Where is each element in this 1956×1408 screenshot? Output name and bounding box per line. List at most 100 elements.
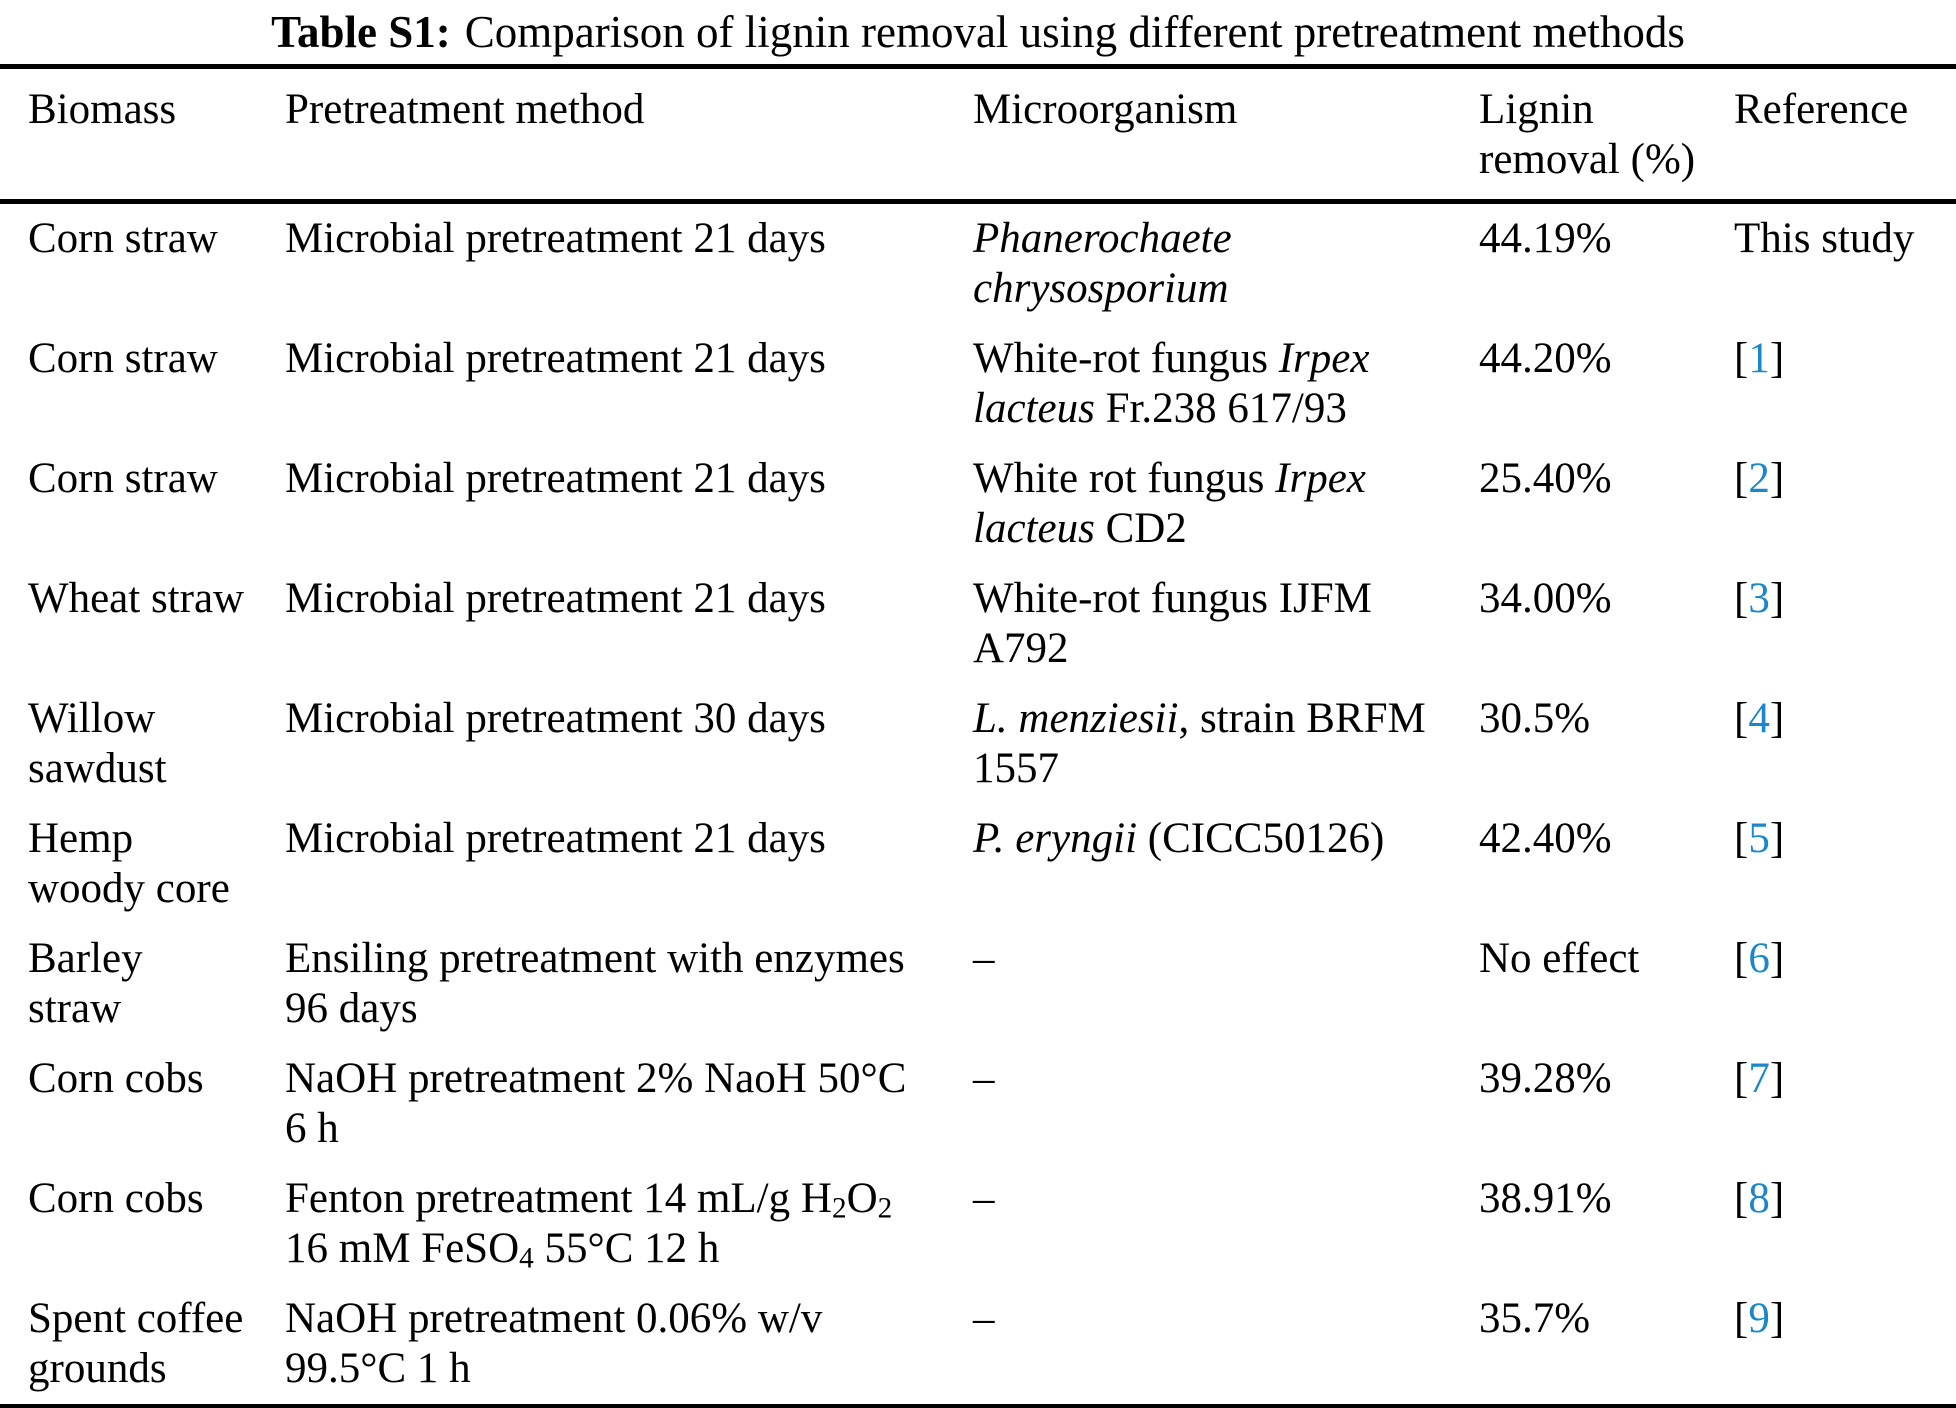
table-row: Willow sawdust Microbial pretreatment 30 … [0,684,1956,804]
cell-text: ] [1769,455,1785,502]
table-row: Corn straw Microbial pretreatment 21 days… [0,324,1956,444]
table-row: Barley straw Ensiling pretreatment with e… [0,924,1956,1044]
cell-microorganism: Phanerochaete chrysosporium [973,202,1479,325]
table-body: Corn straw Microbial pretreatment 21 days… [0,202,1956,1407]
reference-link[interactable]: 9 [1748,1295,1770,1342]
cell-text: White-rot fungus IJFM A792 [973,575,1372,672]
reference-link[interactable]: 7 [1748,1055,1770,1102]
cell-text: Irpex lacteus [973,335,1370,432]
cell-text: Microbial pretreatment 21 days [285,455,826,502]
cell-method: Microbial pretreatment 21 days [285,564,973,684]
cell-text: 2 [877,1192,893,1225]
table-row: Corn straw Microbial pretreatment 21 days… [0,202,1956,325]
cell-text: 25.40% [1479,455,1612,502]
cell-text: [ [1734,455,1749,502]
cell-text: ] [1769,1295,1785,1342]
table-header-row: Biomass Pretreatment method Microorganis… [0,66,1956,204]
lignin-removal-table: Biomass Pretreatment method Microorganis… [0,64,1956,1408]
cell-method: Ensiling pretreatment with enzymes 96 da… [285,924,973,1044]
reference-link[interactable]: 3 [1748,575,1770,622]
cell-text: , strain BRFM 1557 [973,695,1426,792]
cell-text: [ [1734,1295,1749,1342]
cell-lignin: 44.20% [1479,324,1734,444]
cell-method: NaOH pretreatment 0.06% w/v 99.5°C 1 h [285,1284,973,1407]
cell-text: Corn cobs [28,1055,204,1102]
cell-text: Corn straw [28,215,218,262]
cell-reference: [8] [1734,1164,1956,1284]
table-caption-label: Table S1: [271,7,451,57]
table-row: Spent coffee grounds NaOH pretreatment 0.… [0,1284,1956,1407]
cell-microorganism: – [973,1044,1479,1164]
cell-text: Hemp woody core [28,815,230,912]
cell-biomass: Corn cobs [0,1164,285,1284]
cell-text: [ [1734,1055,1749,1102]
cell-text: Corn cobs [28,1175,204,1222]
cell-text: Fenton pretreatment 14 mL/g H [285,1175,832,1222]
cell-text: Spent coffee grounds [28,1295,244,1392]
cell-reference: [7] [1734,1044,1956,1164]
cell-text: 44.19% [1479,215,1612,262]
cell-microorganism: – [973,1164,1479,1284]
cell-method: Microbial pretreatment 21 days [285,324,973,444]
reference-link[interactable]: 8 [1748,1175,1770,1222]
cell-text: [ [1734,575,1749,622]
cell-reference: [4] [1734,684,1956,804]
cell-text: P. eryngii [973,815,1138,862]
cell-text: ] [1769,815,1785,862]
cell-text: Microbial pretreatment 21 days [285,215,826,262]
cell-lignin: 42.40% [1479,804,1734,924]
cell-text: Willow sawdust [28,695,167,792]
cell-text: [ [1734,695,1749,742]
cell-text: – [973,935,995,982]
cell-method: Microbial pretreatment 30 days [285,684,973,804]
cell-lignin: 44.19% [1479,202,1734,325]
reference-link[interactable]: 1 [1748,335,1770,382]
cell-text: ] [1769,335,1785,382]
cell-text: CD2 [1094,505,1187,552]
column-header-microorganism: Microorganism [973,66,1479,204]
reference-link[interactable]: 2 [1748,455,1770,502]
reference-link[interactable]: 6 [1748,935,1770,982]
cell-text: 35.7% [1479,1295,1591,1342]
cell-text: ] [1769,695,1785,742]
cell-text: Microbial pretreatment 30 days [285,695,826,742]
cell-biomass: Barley straw [0,924,285,1044]
cell-text: 38.91% [1479,1175,1612,1222]
column-header-biomass: Biomass [0,66,285,204]
cell-text: This study [1734,215,1915,262]
cell-text: Irpex lacteus [973,455,1366,552]
table-caption: Table S1: Comparison of lignin removal us… [0,0,1956,64]
column-header-pretreatment-method: Pretreatment method [285,66,973,204]
cell-text: Fr.238 617/93 [1094,385,1347,432]
cell-method: Fenton pretreatment 14 mL/g H2O2 16 mM F… [285,1164,973,1284]
cell-biomass: Hemp woody core [0,804,285,924]
cell-lignin: 25.40% [1479,444,1734,564]
table-caption-text: Comparison of lignin removal using diffe… [464,7,1685,57]
cell-text: 30.5% [1479,695,1591,742]
cell-text: [ [1734,1175,1749,1222]
cell-text: Wheat straw [28,575,245,622]
cell-microorganism: White-rot fungus Irpex lacteus Fr.238 61… [973,324,1479,444]
cell-text: Barley straw [28,935,143,1032]
cell-text: 4 [519,1242,534,1275]
cell-reference: [1] [1734,324,1956,444]
cell-text: 34.00% [1479,575,1612,622]
cell-text: L. menziesii [973,695,1179,742]
cell-text: 39.28% [1479,1055,1612,1102]
cell-text: Microbial pretreatment 21 days [285,575,826,622]
cell-lignin: 35.7% [1479,1284,1734,1407]
cell-text: ] [1769,935,1785,982]
cell-text: ] [1769,575,1785,622]
cell-biomass: Corn cobs [0,1044,285,1164]
table-row: Corn cobs Fenton pretreatment 14 mL/g H2O… [0,1164,1956,1284]
cell-text: White-rot fungus [973,335,1279,382]
reference-link[interactable]: 4 [1748,695,1770,742]
cell-biomass: Corn straw [0,444,285,564]
cell-text: 55°C 12 h [533,1225,720,1272]
cell-method: NaOH pretreatment 2% NaoH 50°C 6 h [285,1044,973,1164]
cell-text: 16 mM FeSO [285,1225,520,1272]
cell-text: [ [1734,335,1749,382]
reference-link[interactable]: 5 [1748,815,1770,862]
cell-reference: This study [1734,202,1956,325]
cell-text: ] [1769,1055,1785,1102]
